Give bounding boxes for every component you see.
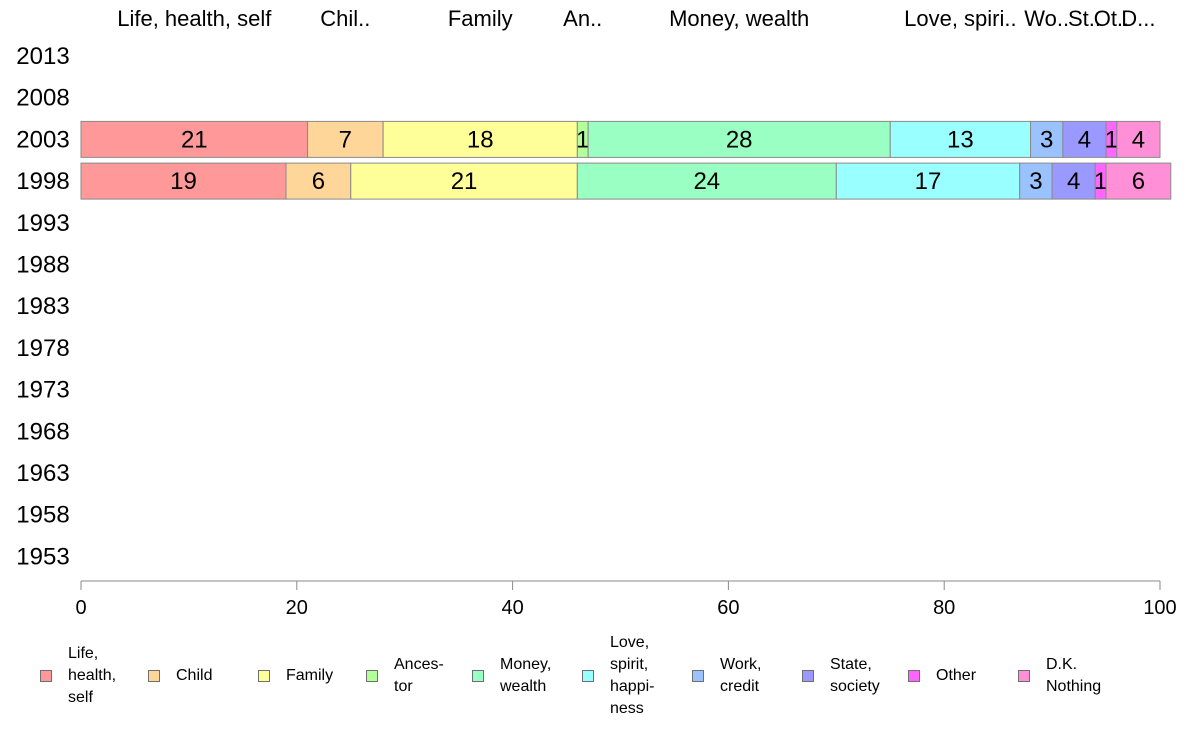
legend-item: State, society [802, 628, 880, 724]
data-label: 21 [181, 126, 208, 153]
y-tick-label: 1988 [16, 252, 69, 279]
y-tick-label: 2003 [16, 126, 69, 153]
bar-segment [587, 120, 891, 158]
legend-label: Life, health, self [68, 645, 117, 706]
legend-item: Other [908, 628, 976, 724]
bars: 21 7 18 1 28 13 3 4 1 419 6 21 24 17 3 4 1 6 [80, 120, 1172, 200]
legend: Life, health, self Child Family Ances- tor M… [30, 628, 1170, 724]
y-tick-label: 1968 [16, 418, 69, 445]
top-category-label: Chil.. [320, 6, 370, 31]
top-category-labels: Life, health, self Chil.. Family An.. Money,… [117, 6, 1155, 31]
x-tick-label: 40 [501, 597, 523, 619]
data-label: 17 [915, 168, 942, 195]
x-tick-label: 20 [286, 597, 308, 619]
y-tick-label: 1958 [16, 502, 69, 529]
stacked-bar-chart: Life, health, self Chil.. Family An.. Money,… [16, 6, 1177, 619]
top-category-label: Love, spiri.. [904, 6, 1017, 31]
data-label: 3 [1040, 126, 1053, 153]
legend-item: Work, credit [692, 628, 761, 724]
data-label: 4 [1067, 168, 1080, 195]
top-category-label: Wo.. [1024, 6, 1069, 31]
bar-segment [80, 120, 309, 158]
legend-item: Money, wealth [472, 628, 551, 724]
data-label: 21 [451, 168, 478, 195]
legend-item: Ances- tor [366, 628, 444, 724]
top-category-label: St.. [1068, 6, 1101, 31]
top-category-label: Life, health, self [117, 6, 272, 31]
legend-label: D.K. Nothing [1046, 656, 1102, 695]
y-tick-label: 2013 [16, 43, 69, 70]
data-label: 24 [693, 168, 720, 195]
legend-label: Love, spirit, happi- ness [610, 634, 655, 717]
legend-swatch [40, 670, 52, 682]
y-tick-label: 1993 [16, 210, 69, 237]
legend-swatch [258, 670, 270, 682]
bar-segment [1030, 120, 1064, 158]
data-label: 6 [312, 168, 325, 195]
data-label: 18 [467, 126, 494, 153]
bar-segment [1116, 120, 1161, 158]
bar-segment [1062, 120, 1107, 158]
legend-swatch [1018, 670, 1030, 682]
legend-item: Family [258, 628, 333, 724]
bar-segment [576, 162, 837, 200]
y-tick-label: 1973 [16, 377, 69, 404]
data-label: 4 [1078, 126, 1091, 153]
data-label: 1 [1105, 126, 1118, 153]
bar-segment [1019, 162, 1053, 200]
x-tick-label: 0 [75, 597, 86, 619]
y-tick-label: 1983 [16, 293, 69, 320]
legend-label: Other [936, 667, 977, 684]
bar-segment [1105, 162, 1172, 200]
y-tick-label: 1978 [16, 335, 69, 362]
y-tick-label: 1963 [16, 460, 69, 487]
legend-item: D.K. Nothing [1018, 628, 1101, 724]
x-axis: 0 20 40 60 80 100 [75, 580, 1177, 619]
top-category-label: Family [448, 6, 513, 31]
data-label: 13 [947, 126, 974, 153]
legend-item: Child [148, 628, 212, 724]
legend-label: Ances- tor [394, 656, 444, 695]
bar-segment [1051, 162, 1096, 200]
data-label: 6 [1132, 168, 1145, 195]
top-category-label: D... [1121, 6, 1155, 31]
legend-label: Work, credit [720, 656, 762, 695]
legend-swatch [472, 670, 484, 682]
top-category-label: Money, wealth [669, 6, 809, 31]
data-label: 1 [1094, 168, 1107, 195]
data-label: 4 [1132, 126, 1145, 153]
data-label: 28 [726, 126, 753, 153]
legend-label: State, society [830, 656, 880, 695]
legend-swatch [148, 670, 160, 682]
y-tick-label: 1998 [16, 168, 69, 195]
bar-segment [889, 120, 1032, 158]
top-category-label: Ot.. [1094, 6, 1129, 31]
legend-label: Money, wealth [500, 656, 552, 695]
legend-swatch [692, 670, 704, 682]
legend-label: Family [286, 667, 334, 684]
top-category-label: An.. [563, 6, 602, 31]
bar-segment [285, 162, 352, 200]
legend-label: Child [176, 667, 213, 684]
y-tick-label: 1953 [16, 543, 69, 570]
legend-swatch [366, 670, 378, 682]
data-label: 1 [576, 126, 589, 153]
data-label: 3 [1029, 168, 1042, 195]
legend-swatch [908, 670, 920, 682]
y-axis-tick-labels: 2013 2008 2003 1998 1993 1988 1983 1978 1973 1968… [16, 43, 69, 570]
legend-item: Love, spirit, happi- ness [582, 628, 654, 724]
y-tick-label: 2008 [16, 85, 69, 112]
legend-swatch [802, 670, 814, 682]
legend-item: Life, health, self [40, 628, 116, 724]
x-tick-label: 80 [933, 597, 955, 619]
data-label: 7 [339, 126, 352, 153]
x-tick-label: 100 [1143, 597, 1176, 619]
x-tick-label: 60 [717, 597, 739, 619]
data-label: 19 [170, 168, 197, 195]
legend-swatch [582, 670, 594, 682]
